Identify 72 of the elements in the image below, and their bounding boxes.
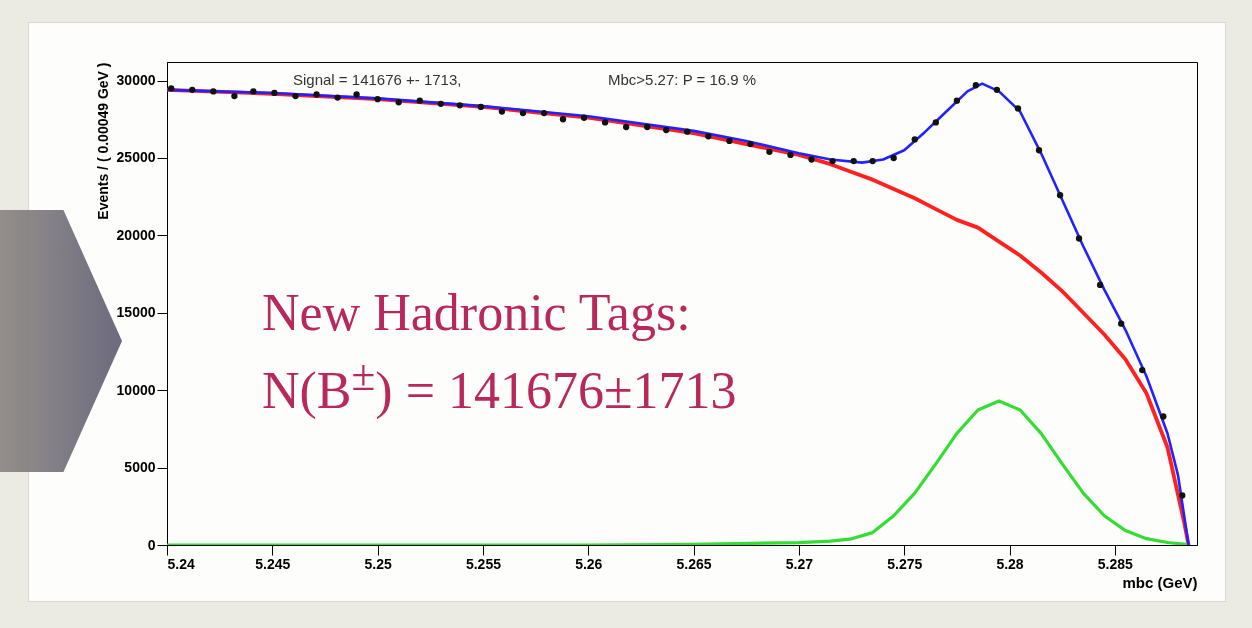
x-axis-title: mbc (GeV) (1122, 573, 1198, 591)
point (747, 140, 754, 148)
point (850, 157, 857, 165)
point (477, 103, 485, 111)
point (395, 99, 402, 106)
point (601, 119, 609, 126)
y-tick-label: 0 (147, 536, 156, 553)
point (437, 100, 444, 107)
point (1056, 191, 1064, 199)
annotation: New Hadronic Tags: N(B$^{±}$) = 141676±1713 (262, 283, 737, 422)
point (644, 123, 651, 131)
y-tick-label: 10000 (116, 381, 156, 398)
point (787, 151, 794, 159)
point (498, 108, 506, 115)
point (932, 119, 939, 126)
point (559, 116, 567, 123)
point (540, 109, 548, 117)
point (808, 156, 815, 163)
point (911, 136, 918, 143)
y-tick-label: 30000 (116, 72, 156, 89)
point (1014, 105, 1022, 112)
point (334, 94, 341, 101)
x-tick-label: 5.275 (887, 555, 923, 572)
x-tick-label: 5.24 (167, 555, 195, 572)
point (168, 85, 175, 92)
point (231, 92, 238, 100)
point (972, 82, 979, 89)
point (313, 91, 320, 98)
point (1160, 413, 1167, 420)
point (829, 157, 836, 165)
point (993, 86, 1001, 94)
x-tick-label: 5.28 (996, 555, 1024, 572)
x-tick-label: 5.265 (676, 555, 712, 572)
x-tick-label: 5.255 (465, 555, 502, 572)
point (456, 102, 463, 109)
x-tick-label: 5.245 (255, 555, 291, 572)
point (1118, 320, 1125, 327)
y-tick-label: 5000 (124, 459, 156, 476)
point (292, 92, 299, 100)
point (519, 109, 527, 117)
x-tick-label: 5.27 (785, 555, 814, 572)
point (353, 91, 360, 98)
point (1179, 492, 1186, 499)
point (766, 148, 773, 155)
point (953, 97, 961, 104)
x-tick-label: 5.285 (1097, 555, 1134, 572)
y-tick-label: 15000 (116, 304, 156, 321)
y-tick-label: 20000 (116, 226, 156, 243)
annotation: Mbc>5.27: P = 16.9 % (608, 71, 757, 88)
point (189, 86, 196, 94)
point (1035, 147, 1043, 154)
point (1096, 281, 1104, 289)
point (250, 88, 257, 95)
point (580, 114, 588, 121)
annotation: Signal = 141676 +- 1713, (293, 71, 462, 88)
point (705, 133, 712, 140)
point (271, 89, 278, 97)
point (623, 123, 630, 131)
point (1139, 366, 1146, 374)
point (890, 154, 897, 162)
y-tick-label: 25000 (116, 149, 156, 166)
point (374, 96, 381, 103)
x-tick-label: 5.26 (575, 555, 603, 572)
point (663, 126, 670, 134)
point (210, 88, 217, 95)
point (1075, 235, 1083, 242)
x-tick-label: 5.25 (364, 555, 392, 572)
point (726, 137, 733, 145)
point (684, 128, 691, 135)
y-axis-title: Events / ( 0.00049 GeV ) (94, 62, 111, 220)
point (869, 157, 876, 165)
point (416, 97, 423, 104)
